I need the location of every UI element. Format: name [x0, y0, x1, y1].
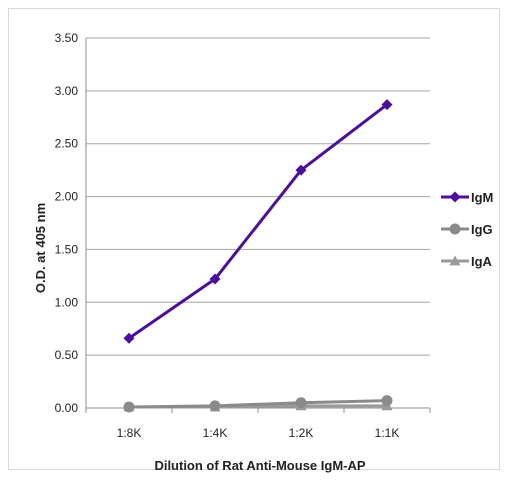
legend-label: IgG	[471, 222, 493, 237]
legend-item-igm: IgM	[441, 190, 493, 205]
legend-item-iga: IgA	[441, 254, 493, 269]
y-tick-label: 2.50	[55, 137, 79, 151]
series-igg	[123, 395, 393, 413]
series-line	[128, 103, 388, 340]
data-point-circle	[295, 397, 307, 409]
y-tick-label: 0.00	[55, 401, 79, 415]
x-tick-label: 1:1K	[375, 426, 400, 440]
legend-label: IgM	[471, 190, 493, 205]
y-tick-label: 1.50	[55, 242, 79, 256]
data-point-diamond	[449, 191, 461, 203]
y-tick-label: 0.50	[55, 348, 79, 362]
series-group	[123, 99, 393, 413]
axes: 0.00 0.50 1.00 1.50 2.00 2.50 3.00 3.50 1:8K 1:4K…	[55, 31, 431, 440]
x-tick-label: 1:2K	[289, 426, 314, 440]
data-point-triangle	[449, 255, 461, 266]
data-point-circle	[209, 400, 221, 412]
y-tick-label: 2.00	[55, 190, 79, 204]
y-axis-title: O.D. at 405 nm	[33, 203, 48, 293]
data-point-diamond	[209, 273, 221, 285]
data-point-circle	[449, 223, 461, 235]
data-point-diamond	[123, 332, 135, 344]
x-tick-label: 1:8K	[117, 426, 142, 440]
data-point-diamond	[295, 164, 307, 176]
y-tick-label: 1.00	[55, 295, 79, 309]
data-point-diamond	[381, 99, 393, 111]
series-igm	[123, 99, 393, 344]
chart-frame	[8, 8, 500, 470]
legend-label: IgA	[471, 254, 493, 269]
gridlines	[86, 37, 430, 356]
legend: IgM IgG IgA	[441, 190, 493, 269]
data-point-circle	[381, 395, 393, 407]
data-point-circle	[123, 401, 135, 413]
x-axis-title: Dilution of Rat Anti-Mouse IgM-AP	[154, 458, 365, 473]
legend-item-igg: IgG	[441, 222, 493, 237]
x-tick-label: 1:4K	[203, 426, 228, 440]
series-line	[128, 399, 388, 409]
y-tick-label: 3.00	[55, 84, 79, 98]
y-tick-label: 3.50	[55, 31, 79, 45]
